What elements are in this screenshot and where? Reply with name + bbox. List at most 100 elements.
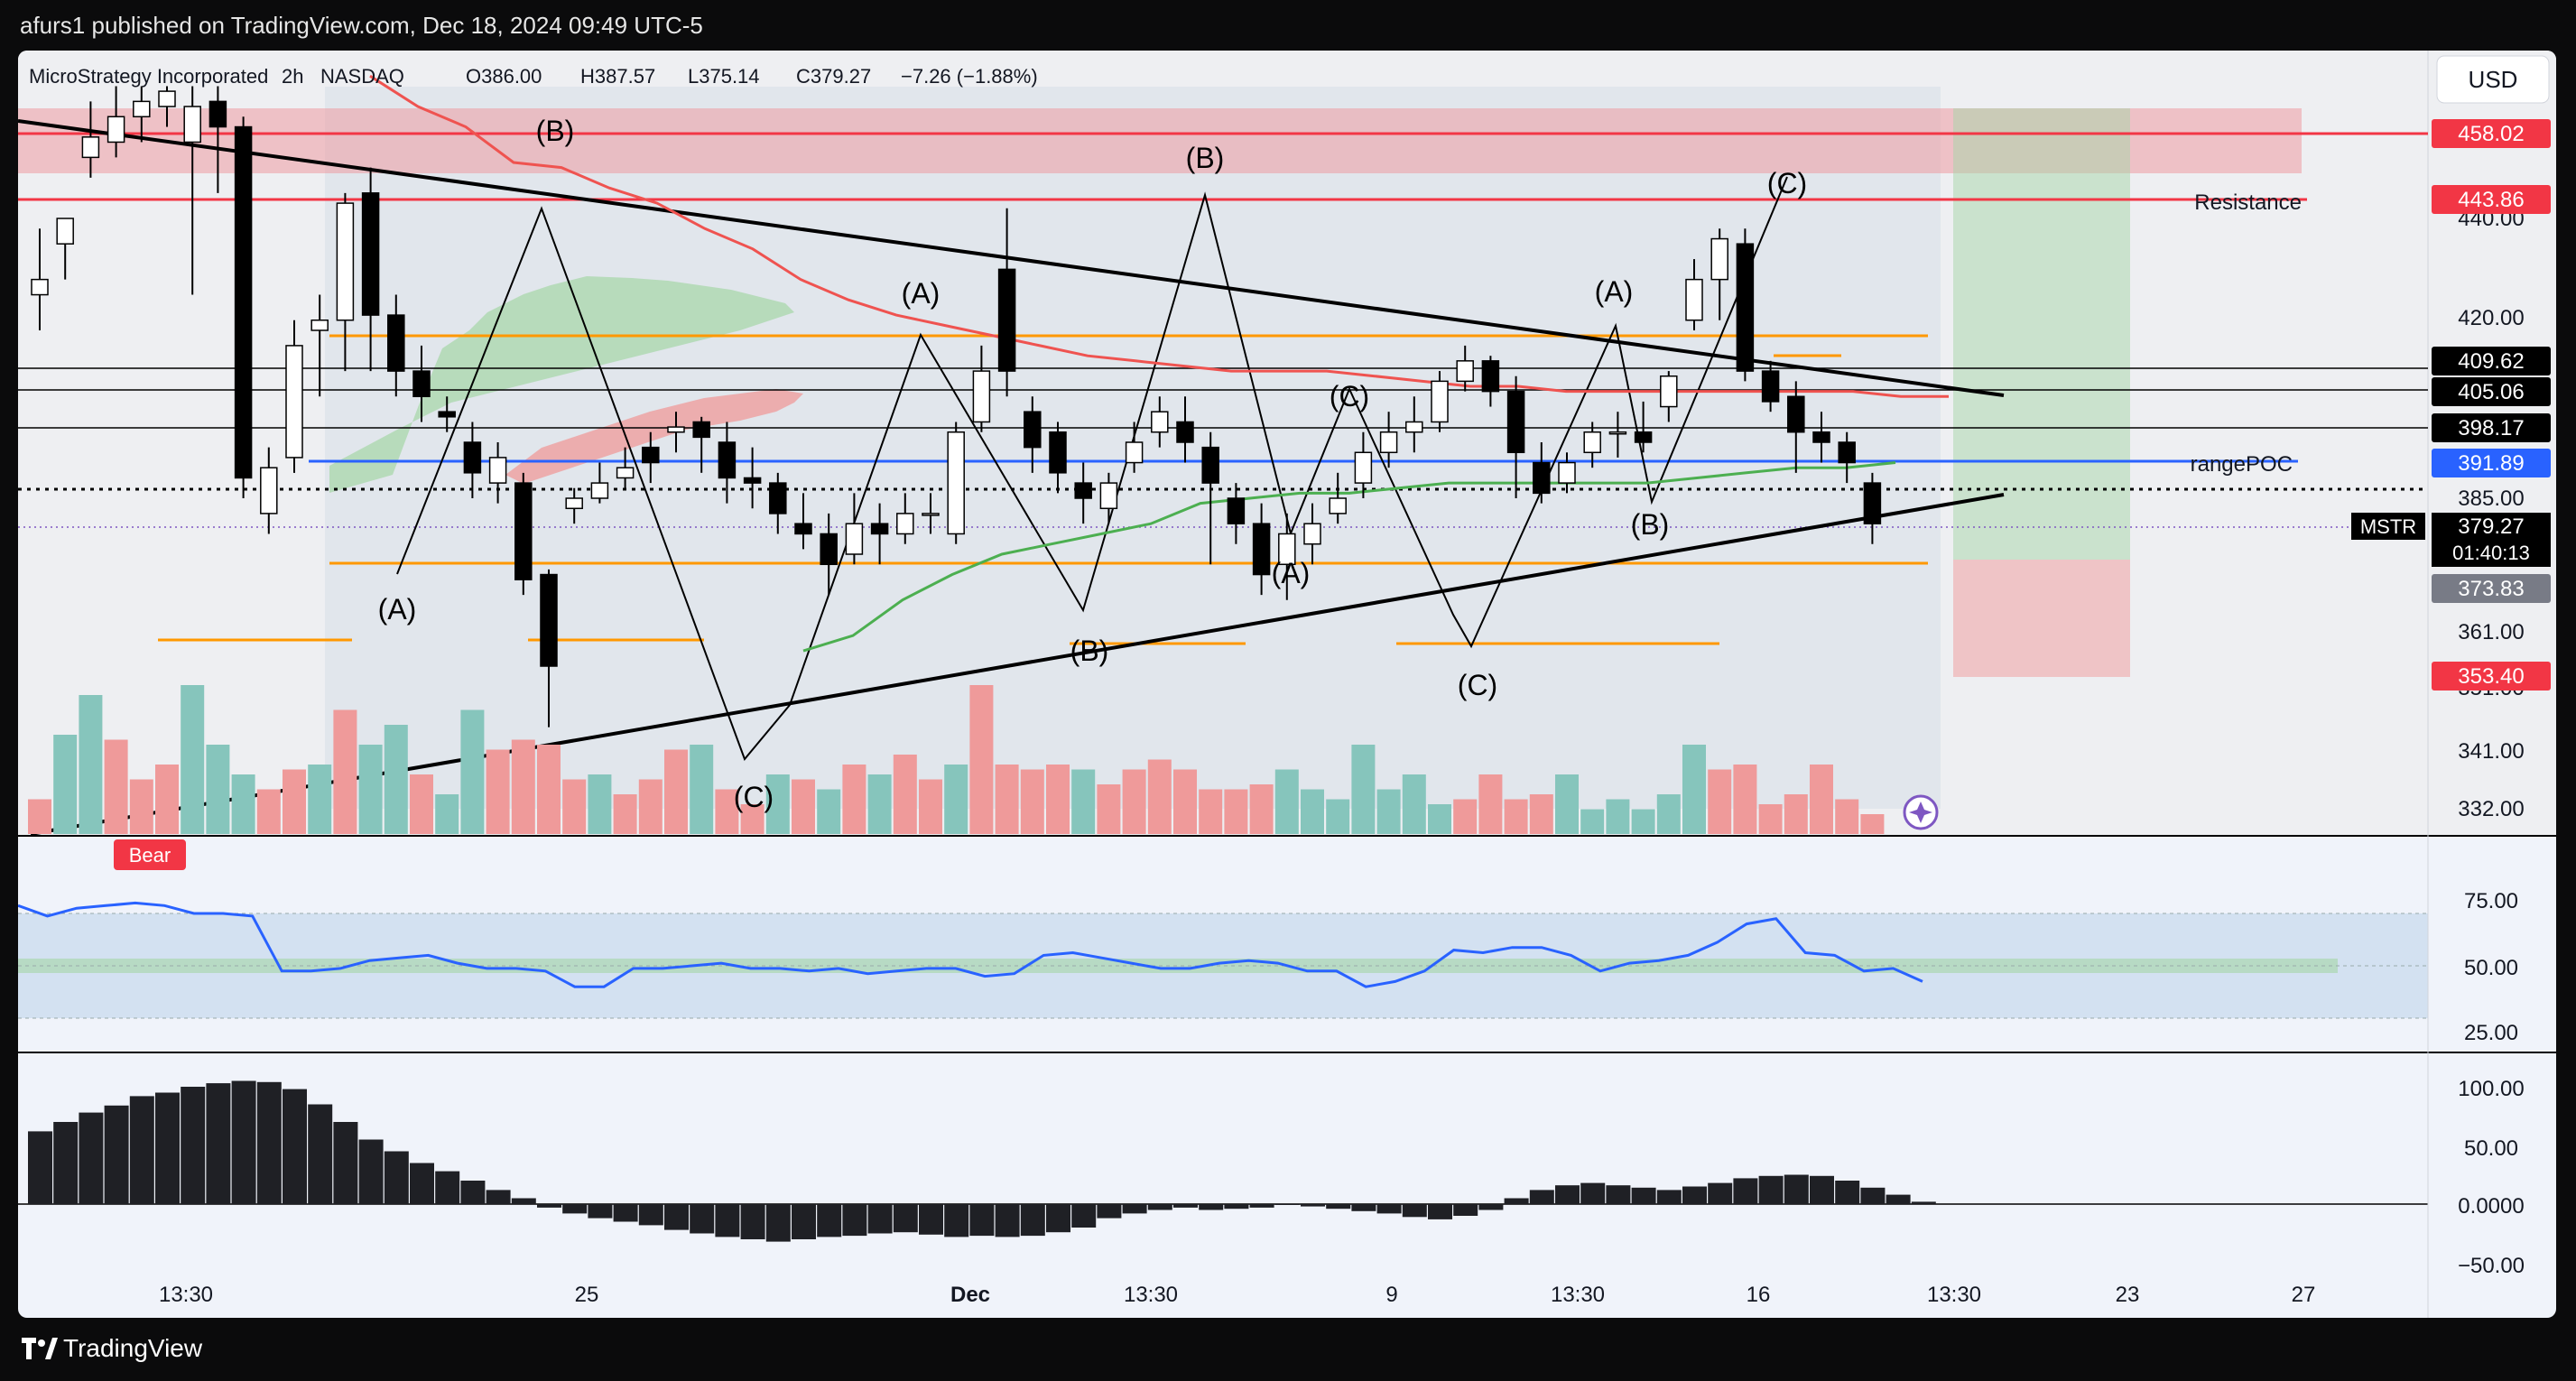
macd-tick: 100.00: [2458, 1077, 2524, 1101]
price-tick: 385.00: [2458, 487, 2524, 511]
macd-bar: [1199, 1204, 1224, 1210]
volume-bar: [1758, 804, 1783, 834]
macd-bar: [1274, 1204, 1300, 1205]
price-tag: 409.62: [2432, 347, 2551, 375]
volume-bar: [256, 789, 281, 834]
volume-bar: [384, 725, 408, 834]
candle-body: [1252, 523, 1271, 576]
candle-body: [1354, 451, 1373, 484]
candle-body: [1303, 523, 1321, 545]
macd-bar: [1733, 1178, 1758, 1204]
candle-body: [1736, 243, 1755, 372]
volume-bar: [28, 799, 51, 834]
chart-settings-icon[interactable]: [1903, 794, 1939, 830]
chart-container[interactable]: (A) (B) (C) (A) (B) (C) (A) (B) (C) (A) (B) (C) 440…: [18, 51, 2556, 1318]
candle-body: [1863, 482, 1882, 524]
volume-bar: [1606, 799, 1630, 834]
candle: [794, 493, 812, 550]
candle: [260, 447, 278, 534]
candle: [820, 513, 838, 596]
candle-body: [743, 477, 762, 484]
volume-bar: [740, 804, 764, 834]
candle: [310, 294, 329, 397]
price-tag: 391.89: [2432, 449, 2551, 477]
macd-bar: [1835, 1181, 1860, 1204]
wave-label: (A): [378, 593, 417, 626]
volume-bar: [206, 745, 230, 834]
candle-body: [438, 411, 456, 418]
publish-info: afurs1 published on TradingView.com, Dec…: [20, 12, 703, 39]
rsi-tick: 25.00: [2464, 1021, 2518, 1045]
volume-bar: [1682, 745, 1706, 834]
candle: [642, 431, 660, 484]
volume-bar: [1428, 804, 1451, 834]
candle-body: [1227, 497, 1246, 524]
candle-body: [514, 482, 533, 580]
candle-body: [1761, 370, 1780, 403]
candle: [514, 472, 533, 596]
volume-bar: [460, 709, 485, 834]
volume-bar: [1478, 774, 1503, 834]
candle-body: [1634, 431, 1653, 443]
price-tag-bg: [2432, 347, 2551, 375]
macd-bar: [715, 1204, 740, 1237]
volume-bar: [1631, 809, 1655, 834]
currency-button[interactable]: USD: [2436, 55, 2550, 104]
candle-body: [1099, 482, 1118, 510]
candle: [1710, 228, 1728, 320]
candle-body: [565, 497, 583, 510]
rsi-tick: 75.00: [2464, 889, 2518, 913]
candle: [107, 86, 125, 158]
candle-body: [997, 268, 1016, 372]
price-tag-text: 458.02: [2458, 122, 2524, 146]
legend-change: −7.26 (−1.88%): [901, 65, 1038, 88]
time-tick: 13:30: [1124, 1283, 1178, 1307]
volume-bar: [79, 695, 103, 834]
candle-body: [412, 370, 431, 398]
macd-bar: [410, 1163, 434, 1204]
volume-bar: [1274, 769, 1299, 834]
volume-bar: [104, 739, 128, 834]
volume-bar: [715, 789, 739, 834]
macd-bar: [919, 1204, 943, 1235]
volume-bar: [181, 685, 205, 834]
macd-bar: [1504, 1198, 1529, 1204]
wave-label: (C): [734, 781, 774, 813]
candle: [56, 218, 74, 280]
candle: [1329, 472, 1347, 524]
candle: [1278, 513, 1296, 600]
macd-bar: [333, 1122, 358, 1204]
legend-interval: 2h: [282, 65, 303, 88]
macd-bar: [537, 1204, 561, 1208]
bear-badge-text: Bear: [129, 844, 171, 867]
time-tick: 13:30: [1927, 1283, 1981, 1307]
macd-bar: [256, 1081, 282, 1204]
candle-body: [1074, 482, 1092, 499]
volume-bar: [944, 765, 968, 834]
candle: [540, 569, 558, 728]
candle: [1787, 381, 1805, 473]
long-position-profit-zone: [1953, 108, 2130, 560]
volume-bar: [1453, 799, 1478, 834]
resistance-label: Resistance: [2194, 190, 2302, 215]
volume-bar: [53, 735, 78, 834]
legend: MicroStrategy Incorporated 2h NASDAQ O38…: [29, 65, 1038, 88]
supply-zone: [18, 108, 2302, 173]
price-tag-bg: [2432, 449, 2551, 477]
currency-button-label[interactable]: USD: [2469, 66, 2518, 93]
candle-body: [692, 421, 710, 439]
candle: [208, 86, 227, 193]
chart-svg[interactable]: (A)(B)(C)(A)(B)(C)(A)(B)(C)(A)(B)(C) 440…: [18, 51, 2556, 1318]
macd-tick: −50.00: [2458, 1254, 2525, 1278]
star-icon[interactable]: [1909, 802, 1932, 823]
candle: [972, 345, 991, 432]
macd-bar: [486, 1190, 511, 1204]
legend-open: O386.00: [466, 65, 542, 88]
price-tag-text: 405.06: [2458, 380, 2524, 404]
currency-button-bg[interactable]: [2436, 55, 2550, 104]
macd-bar: [613, 1204, 638, 1222]
volume-bar: [1860, 814, 1885, 834]
volume-bar: [1708, 769, 1732, 834]
candle: [387, 294, 405, 397]
volume-bar: [1301, 789, 1324, 834]
